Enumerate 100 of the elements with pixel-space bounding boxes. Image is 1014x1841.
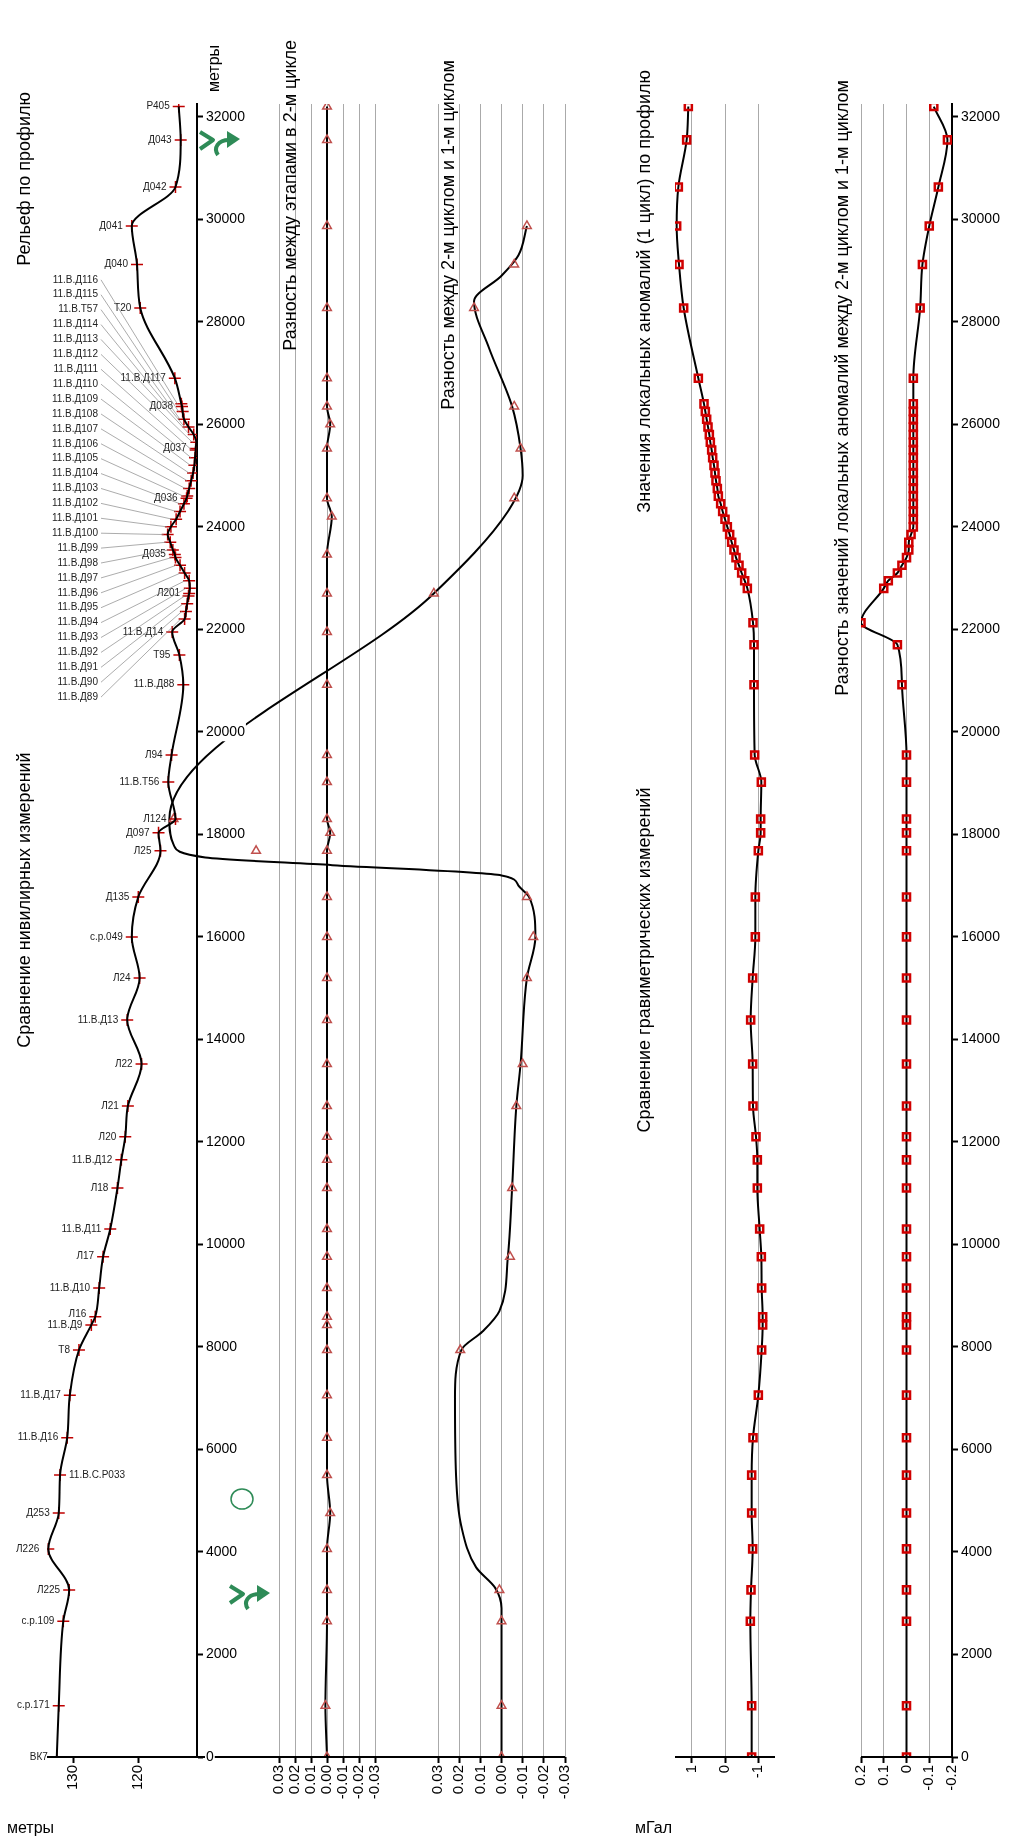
annotation: Л17 — [76, 1250, 95, 1262]
x-tick-label: 0.1 — [873, 1765, 891, 1786]
annotation: Т20 — [114, 301, 132, 313]
annotation: 11.В.Д88 — [133, 678, 175, 690]
x-tick-label: 0.02 — [449, 1765, 467, 1795]
text: Рельеф по профилю — [13, 92, 34, 266]
y-tick-label: 2000 — [961, 1645, 993, 1662]
point — [321, 1615, 333, 1625]
annotation: Д253 — [26, 1506, 51, 1518]
x-tick-label: 0.03 — [269, 1765, 287, 1795]
y-tick-label: 32000 — [961, 107, 1001, 124]
annotation: 11.В.Д89 — [57, 690, 99, 702]
point — [321, 1584, 333, 1594]
x-tick-label: -0.01 — [333, 1765, 351, 1800]
point — [321, 891, 333, 901]
point — [321, 972, 333, 982]
y-tick-label: 10000 — [206, 1235, 246, 1252]
annotation: Р405 — [146, 100, 171, 112]
point — [321, 813, 333, 823]
x-tick-label: 130 — [63, 1765, 81, 1791]
point — [320, 1699, 331, 1709]
point — [517, 1058, 528, 1068]
point — [321, 1131, 333, 1141]
y-tick-label: 12000 — [206, 1132, 246, 1149]
y-tick-label: 6000 — [206, 1440, 238, 1457]
annotation: Л225 — [36, 1583, 61, 1595]
y-tick-label: 20000 — [206, 722, 246, 739]
y-tick-label: 18000 — [206, 825, 246, 842]
point — [168, 813, 179, 823]
point — [321, 134, 333, 144]
text: Сравнение нивилирных измерений — [13, 752, 34, 1048]
y-tick-label: 22000 — [961, 620, 1001, 637]
point — [496, 1699, 507, 1709]
point — [511, 1100, 522, 1110]
annotation: 11.В.Д17 — [20, 1388, 62, 1400]
point — [325, 1507, 336, 1517]
y-tick-label: 18000 — [961, 825, 1001, 842]
point — [528, 931, 539, 941]
annotation: Л18 — [90, 1181, 109, 1193]
annotation: Л94 — [144, 748, 163, 760]
x-axis-title: метры — [7, 1819, 55, 1837]
point — [321, 1431, 333, 1441]
point — [321, 492, 333, 502]
annotation: Д043 — [148, 133, 173, 145]
point — [321, 372, 333, 382]
y-tick-label: 14000 — [961, 1030, 1001, 1047]
annotation: 11.В.Д105 — [51, 452, 99, 464]
annotation: Л201 — [156, 587, 181, 599]
annotation: 11.В.Д95 — [57, 601, 99, 613]
annotation: 11.В.Д99 — [57, 541, 99, 553]
point — [428, 587, 439, 597]
x-tick-label: -0.01 — [512, 1765, 530, 1800]
point — [515, 442, 526, 452]
annotation: Д041 — [99, 219, 124, 231]
annotation: 11.В.Д117 — [120, 371, 167, 383]
annotation: Т8 — [58, 1343, 71, 1355]
annotation: Л16 — [68, 1307, 87, 1319]
text: Разность между 2-м циклом и 1-м циклом — [437, 60, 458, 410]
annotation: 11.В.Т56 — [119, 775, 160, 787]
point — [321, 400, 333, 410]
annotation: Д135 — [105, 890, 130, 902]
point — [509, 492, 520, 502]
y-tick-label: 26000 — [206, 415, 246, 432]
annotation: 11.В.Д91 — [57, 661, 99, 673]
annotation: 11.В.Д97 — [57, 571, 99, 583]
annotation: 11.В.Д109 — [51, 392, 99, 404]
y-tick-label: 32000 — [206, 107, 246, 124]
y-axis-title: метры — [205, 44, 223, 92]
point — [251, 845, 262, 855]
point — [321, 1389, 333, 1399]
annotation: 11.В.Д106 — [51, 437, 99, 449]
point — [321, 1223, 333, 1233]
annotation: 11.В.Д13 — [77, 1013, 119, 1025]
y-tick-label: 2000 — [206, 1645, 238, 1662]
annotation: Л24 — [112, 971, 132, 983]
x-tick-label: -0.02 — [533, 1765, 551, 1800]
annotation: 11.В.Д104 — [51, 467, 99, 479]
annotation: Л124 — [143, 812, 167, 824]
text: Разность значений локальных аномалий между 2-м циклом и 1-м циклом — [831, 80, 852, 696]
point — [321, 1543, 333, 1553]
annotation: 11.В.С.Р033 — [69, 1468, 126, 1480]
annotation: Д038 — [149, 400, 174, 412]
point — [455, 1344, 466, 1354]
annotation: 11.В.Д108 — [51, 407, 99, 419]
point — [321, 1319, 333, 1329]
y-tick-label: 12000 — [961, 1132, 1001, 1149]
annotation: Д097 — [126, 826, 150, 838]
y-tick-label: 16000 — [961, 927, 1001, 944]
text: Разность между этапами в 2-м цикле — [279, 40, 300, 351]
point — [494, 1584, 505, 1594]
annotation: 11.В.Д115 — [52, 288, 99, 300]
x-tick-label: 0 — [896, 1765, 914, 1774]
x-tick-label: 0.00 — [491, 1765, 509, 1795]
x-tick-label: -1 — [748, 1765, 766, 1779]
point — [321, 1282, 333, 1292]
annotation: Д035 — [142, 548, 167, 560]
annotation: Д037 — [163, 442, 188, 454]
y-tick-label: 24000 — [961, 517, 1001, 534]
point — [521, 972, 532, 982]
point — [321, 442, 333, 452]
